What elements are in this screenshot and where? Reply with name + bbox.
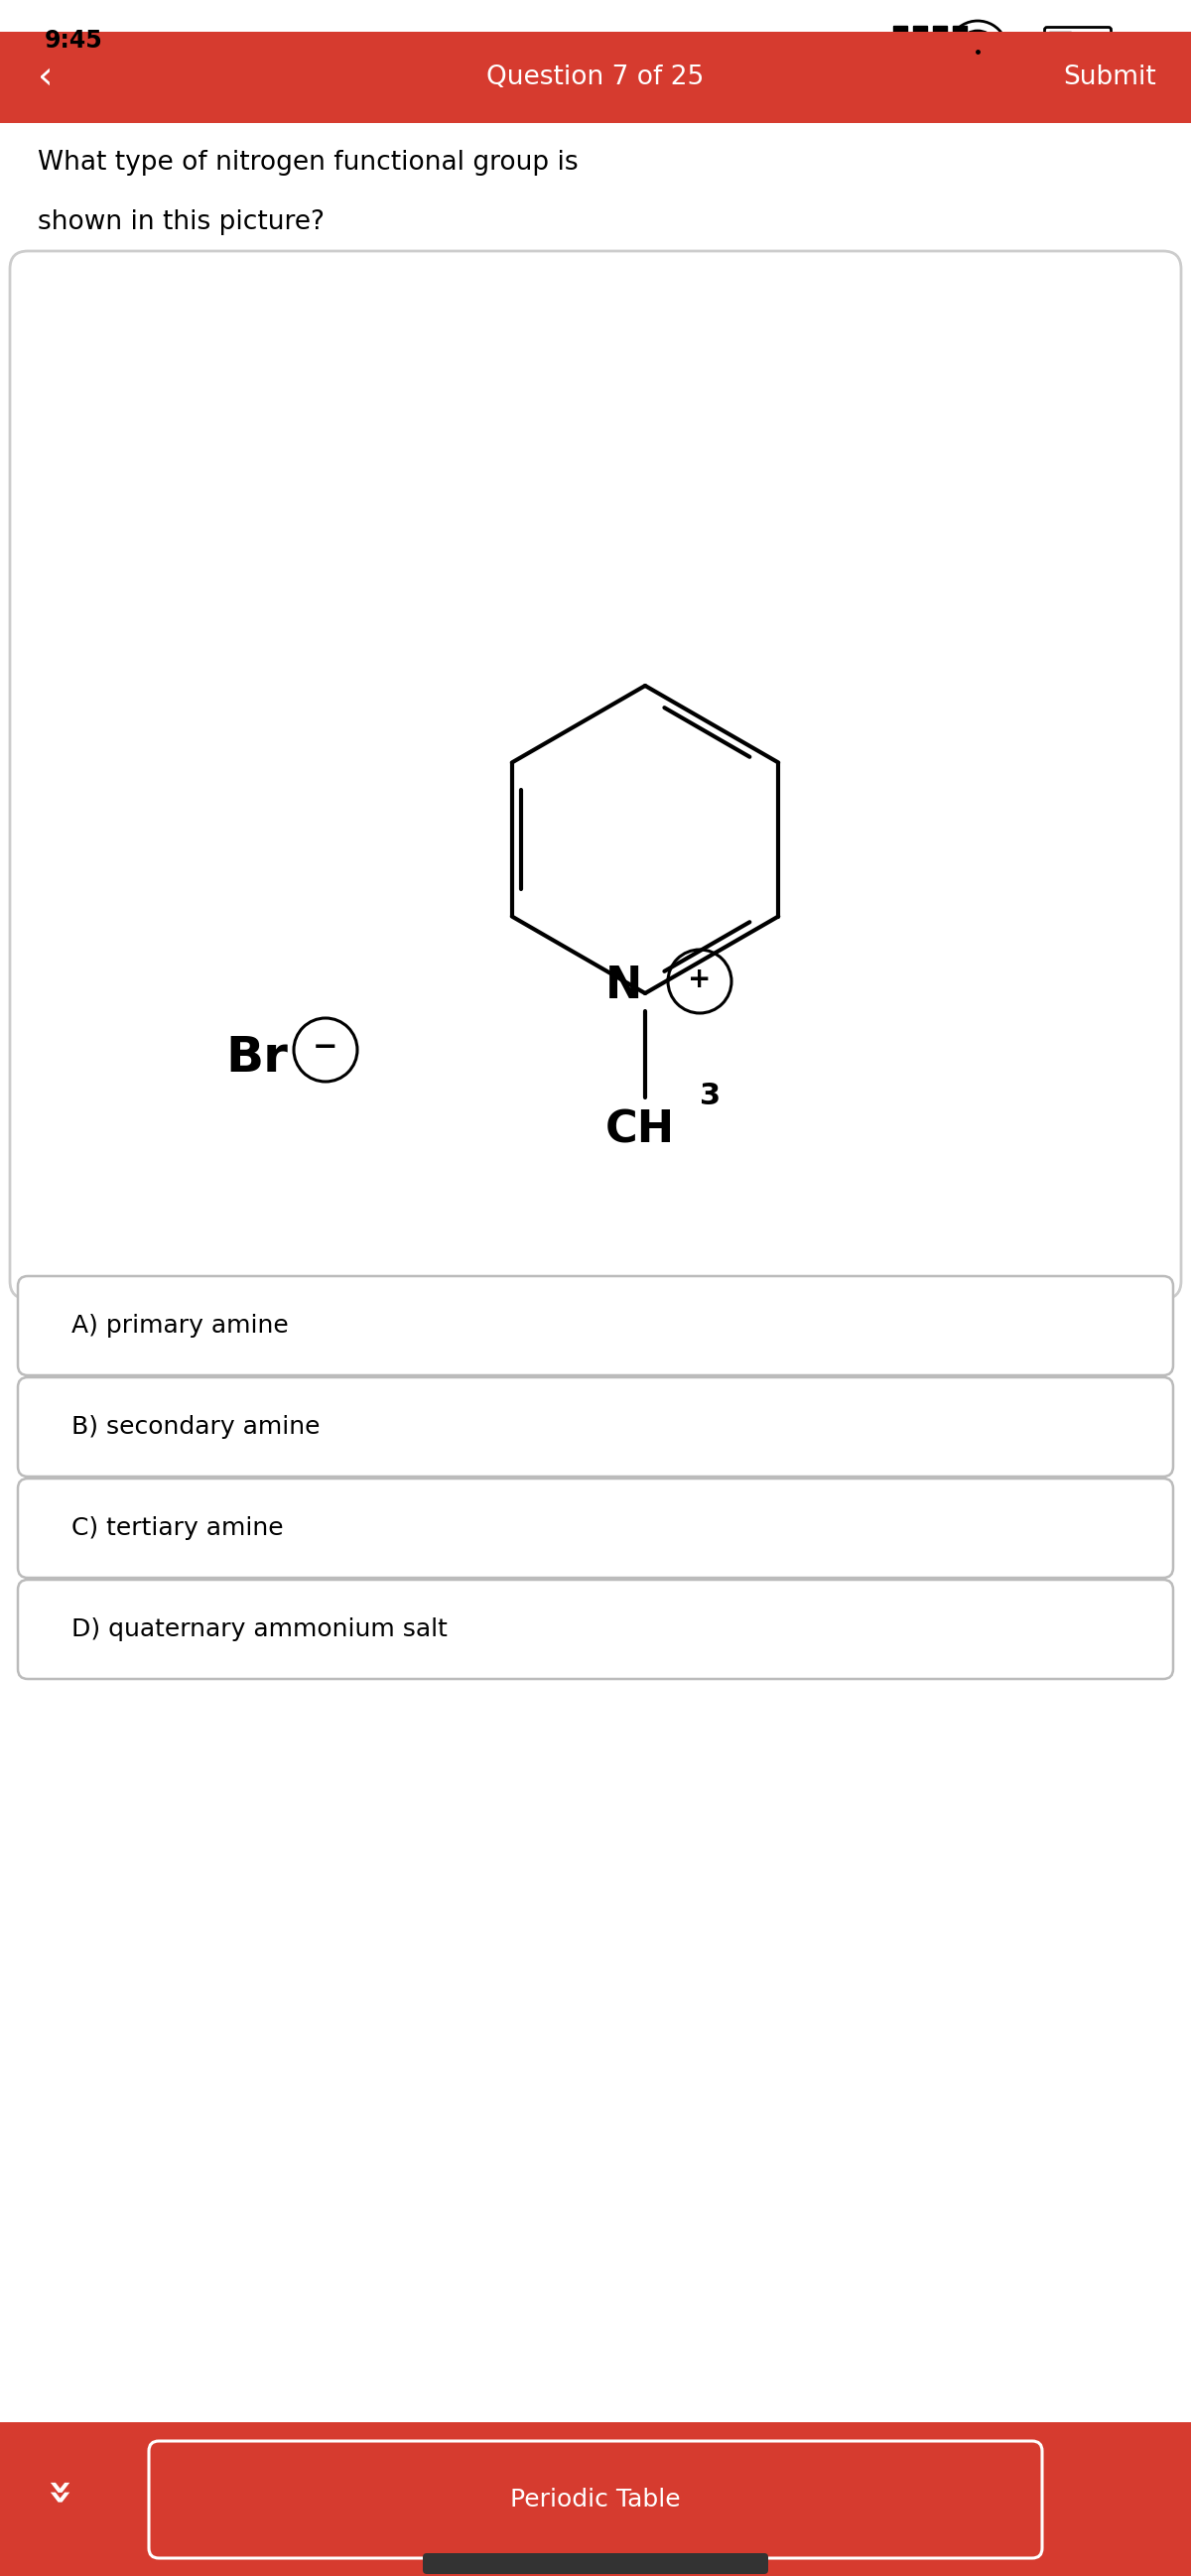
Text: −: − (313, 1033, 338, 1061)
Bar (1049, 31, 1071, 57)
Text: +: + (688, 966, 711, 994)
FancyBboxPatch shape (1045, 28, 1111, 59)
Text: 9:45: 9:45 (45, 28, 102, 52)
FancyBboxPatch shape (18, 1378, 1173, 1476)
Text: ‹: ‹ (38, 59, 54, 95)
Bar (933, 26, 947, 46)
FancyBboxPatch shape (18, 1479, 1173, 1577)
FancyBboxPatch shape (149, 2442, 1042, 2558)
Text: B) secondary amine: B) secondary amine (71, 1414, 320, 1440)
Text: Question 7 of 25: Question 7 of 25 (487, 64, 704, 90)
Text: What type of nitrogen functional group is: What type of nitrogen functional group i… (38, 149, 579, 175)
FancyBboxPatch shape (423, 2553, 768, 2573)
Text: »: » (33, 2481, 75, 2506)
Text: C) tertiary amine: C) tertiary amine (71, 1517, 283, 1540)
Bar (913, 26, 927, 41)
FancyBboxPatch shape (10, 250, 1181, 1298)
FancyBboxPatch shape (0, 31, 1191, 124)
Text: Submit: Submit (1064, 64, 1156, 90)
Bar (893, 26, 908, 36)
Text: D) quaternary ammonium salt: D) quaternary ammonium salt (71, 1618, 448, 1641)
Text: shown in this picture?: shown in this picture? (38, 209, 324, 234)
Text: 3: 3 (700, 1082, 721, 1110)
Text: A) primary amine: A) primary amine (71, 1314, 288, 1337)
FancyBboxPatch shape (18, 1275, 1173, 1376)
FancyBboxPatch shape (18, 1579, 1173, 1680)
Text: CH: CH (605, 1110, 675, 1151)
Bar (953, 26, 967, 54)
Bar (0, 2421, 1191, 2576)
Text: N: N (605, 963, 642, 1007)
Bar (1109, 39, 1115, 52)
Text: Periodic Table: Periodic Table (510, 2488, 681, 2512)
Text: Br: Br (225, 1033, 288, 1082)
